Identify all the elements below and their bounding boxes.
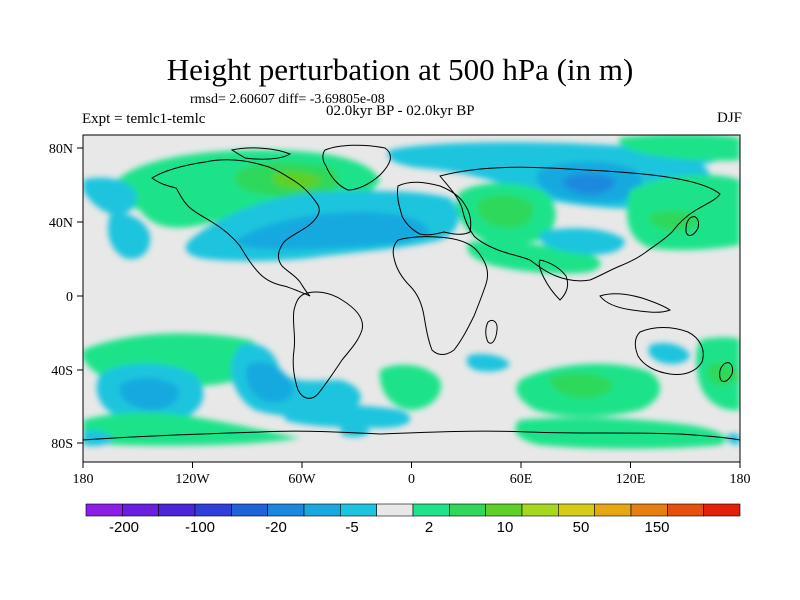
colorbar-swatch bbox=[158, 503, 196, 517]
coastline-africa bbox=[392, 236, 489, 355]
lon-label: 0 bbox=[408, 472, 415, 487]
fill-antarctic-negative-small bbox=[340, 425, 370, 437]
colorbar-swatch bbox=[231, 503, 268, 517]
colorbar-swatch bbox=[85, 503, 123, 517]
fill-south-pacific-negative-core bbox=[119, 378, 179, 410]
fill-northeast-pacific-negative bbox=[83, 177, 137, 215]
coastline-asia bbox=[439, 166, 721, 282]
fill-canada-peak bbox=[272, 171, 322, 189]
plot-title: Height perturbation at 500 hPa (in m) bbox=[166, 52, 634, 87]
colorbar-swatch bbox=[485, 503, 523, 517]
colorbar-swatch bbox=[630, 503, 668, 517]
coastline-arctic-islands bbox=[230, 147, 292, 160]
fill-europe-positive-core bbox=[476, 195, 534, 228]
fill-antarctic-negative-left bbox=[83, 430, 112, 446]
colorbar-swatch bbox=[194, 503, 232, 517]
lon-label: 60E bbox=[510, 472, 533, 487]
lon-label: 180 bbox=[730, 472, 751, 487]
colorbar-swatch bbox=[122, 503, 159, 517]
fill-south-atlantic-positive bbox=[379, 364, 441, 410]
coastline-greenland bbox=[322, 144, 391, 191]
season-label: DJF bbox=[716, 110, 742, 126]
lon-label: 120W bbox=[175, 472, 210, 487]
colorbar-swatch bbox=[303, 503, 341, 517]
fill-australia-negative bbox=[648, 343, 690, 364]
experiment-label: Expt = temlc1-temlc bbox=[82, 111, 206, 127]
fill-arctic-positive-top bbox=[618, 135, 740, 161]
colorbar-label: -20 bbox=[265, 519, 287, 536]
contour-fills bbox=[83, 135, 740, 449]
colorbar-label: -200 bbox=[109, 519, 139, 536]
colorbar-swatch bbox=[376, 503, 414, 517]
coastline-north-america bbox=[151, 159, 320, 297]
fill-asia-negative bbox=[540, 228, 625, 255]
colorbar-swatch bbox=[667, 503, 704, 517]
lat-label: 0 bbox=[66, 290, 73, 305]
fill-south-atlantic-negative bbox=[283, 404, 411, 428]
lat-label: 40N bbox=[49, 216, 73, 231]
colorbar-swatch bbox=[340, 503, 377, 517]
colorbar-swatch bbox=[449, 503, 486, 517]
lat-label: 40S bbox=[51, 364, 73, 379]
fill-pacific-west-negative bbox=[107, 213, 151, 259]
coastline-europe bbox=[397, 181, 472, 236]
colorbar-label: 50 bbox=[573, 519, 590, 536]
lon-label: 120E bbox=[616, 472, 646, 487]
colorbar-label: -5 bbox=[345, 519, 358, 536]
coastline-antarctica bbox=[83, 430, 740, 441]
coastline-japan bbox=[685, 216, 699, 236]
lon-label: 180 bbox=[73, 472, 94, 487]
fill-indian-ocean-negative bbox=[466, 354, 510, 372]
period-label: 02.0kyr BP - 02.0kyr BP bbox=[326, 103, 475, 119]
lat-label: 80N bbox=[49, 142, 73, 157]
coastline-indonesia bbox=[599, 293, 672, 313]
fill-nz-positive-core bbox=[707, 363, 740, 386]
colorbar-label: 2 bbox=[425, 519, 433, 536]
fill-atlantic-negative-core bbox=[236, 212, 430, 250]
lat-label: 80S bbox=[51, 437, 73, 452]
colorbar-label: -100 bbox=[185, 519, 215, 536]
fill-south-america-negative-core bbox=[246, 362, 294, 403]
colorbar-swatch bbox=[521, 503, 559, 517]
colorbar-swatch bbox=[703, 503, 741, 517]
colorbar-label: 150 bbox=[644, 519, 669, 536]
coastline-new-zealand bbox=[719, 362, 733, 382]
colorbar bbox=[85, 503, 741, 517]
colorbar-swatch bbox=[558, 503, 595, 517]
coastline-australia bbox=[634, 327, 704, 375]
colorbar-swatch bbox=[412, 503, 450, 517]
lon-label: 60W bbox=[288, 472, 316, 487]
coastline-south-america bbox=[292, 291, 364, 399]
axis-ticks bbox=[77, 147, 741, 468]
colorbar-swatch bbox=[267, 503, 305, 517]
fill-indian-ocean-positive-core bbox=[549, 373, 613, 398]
colorbar-swatch bbox=[594, 503, 632, 517]
coastline-india bbox=[538, 259, 569, 301]
fill-siberia-negative-peak bbox=[563, 173, 615, 195]
coastlines bbox=[83, 144, 740, 441]
colorbar-label: 10 bbox=[497, 519, 514, 536]
coastline-madagascar bbox=[485, 319, 498, 344]
stats-line: rmsd= 2.60607 diff= -3.69805e-08 bbox=[190, 92, 385, 107]
